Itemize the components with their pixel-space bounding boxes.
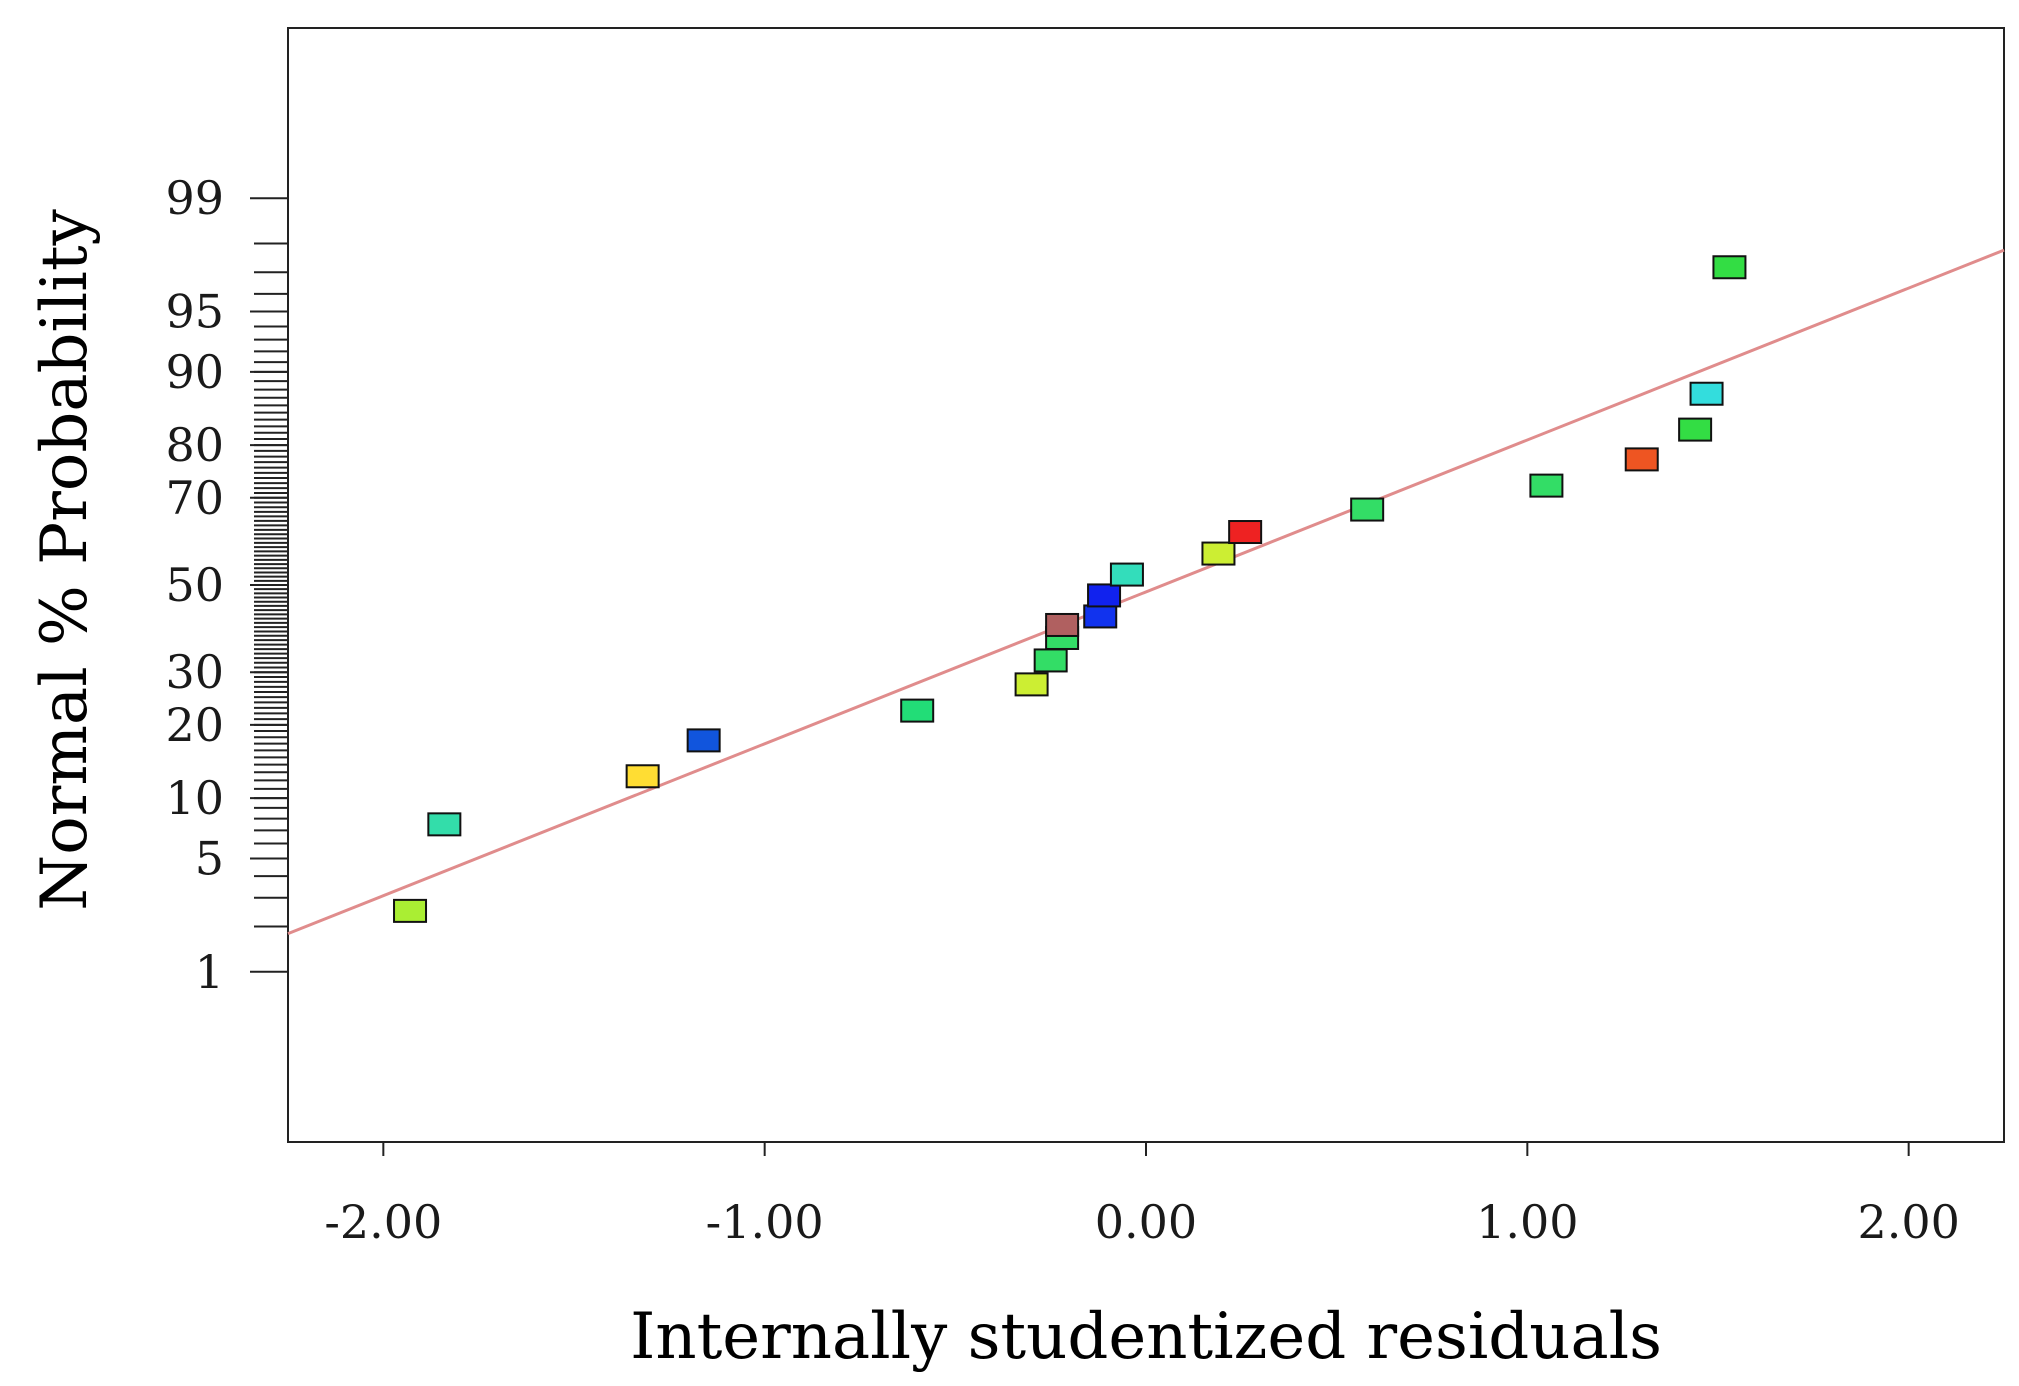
data-point — [1624, 447, 1659, 472]
y-tick-label: 95 — [165, 285, 224, 339]
x-tick-label: 2.00 — [1857, 1195, 1959, 1249]
y-minor-ticks — [254, 242, 288, 928]
data-point — [686, 728, 721, 753]
y-tick-label: 80 — [165, 418, 224, 472]
reference-line-layer — [287, 248, 2005, 936]
y-tick-label: 10 — [165, 771, 224, 825]
data-point — [1350, 497, 1385, 522]
y-axis-title: Normal % Probability — [28, 209, 102, 911]
data-point — [1014, 672, 1049, 697]
y-tick-label: 90 — [165, 345, 224, 399]
x-tick-label: 0.00 — [1095, 1195, 1197, 1249]
data-point — [1033, 648, 1068, 673]
data-point — [1529, 473, 1564, 498]
y-tick-label: 5 — [195, 831, 224, 885]
y-tick-label: 50 — [165, 558, 224, 612]
data-points-layer — [393, 255, 1747, 923]
y-tick-label: 70 — [165, 471, 224, 525]
reference-line — [287, 248, 2005, 936]
data-point — [1083, 604, 1118, 629]
x-axis-title: Internally studentized residuals — [630, 1300, 1662, 1374]
data-point — [1689, 381, 1724, 406]
x-tick-label: 1.00 — [1476, 1195, 1578, 1249]
y-tick-label: 30 — [165, 645, 224, 699]
data-point — [1678, 417, 1713, 442]
data-point — [1228, 520, 1263, 545]
y-tick-label: 20 — [165, 698, 224, 752]
data-point — [393, 898, 428, 923]
data-point — [900, 698, 935, 723]
data-point — [625, 764, 660, 789]
data-point — [427, 812, 462, 837]
data-point — [1201, 541, 1236, 566]
data-point — [1087, 583, 1122, 608]
x-tick-label: -1.00 — [706, 1195, 824, 1249]
data-point — [1712, 255, 1747, 280]
data-point — [1045, 612, 1080, 637]
data-point — [1109, 562, 1144, 587]
x-tick-label: -2.00 — [324, 1195, 442, 1249]
y-tick-label: 1 — [195, 945, 224, 999]
x-axis-ticks: -2.00 -1.00 0.00 1.00 2.00 — [324, 1142, 1960, 1249]
plot-area-frame — [287, 27, 2005, 1143]
y-tick-label: 99 — [165, 171, 224, 225]
